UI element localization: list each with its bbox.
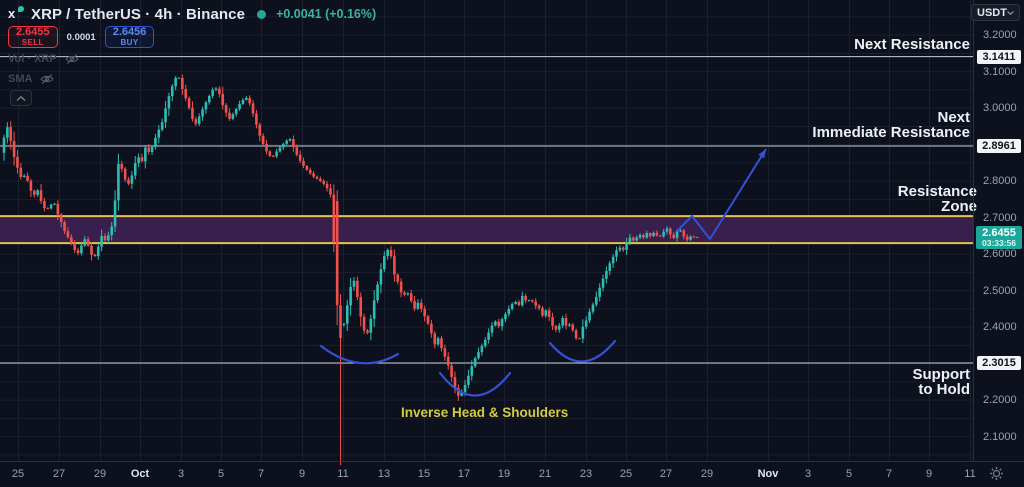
market-status-dot-icon bbox=[257, 9, 267, 19]
logo-dot-icon bbox=[18, 6, 24, 12]
time-tick-label: 11 bbox=[337, 468, 349, 480]
price-tick-label: 3.1000 bbox=[983, 65, 1017, 78]
annotation-support-to-hold: Support to Hold bbox=[912, 366, 971, 398]
price-tick-label: 2.7000 bbox=[983, 211, 1017, 224]
time-tick-label: Oct bbox=[130, 468, 150, 480]
time-tick-label: 13 bbox=[377, 468, 391, 480]
volume-study-label: Vol · XRP bbox=[8, 53, 57, 65]
currency-label: USDT bbox=[977, 6, 1007, 19]
study-row-sma: SMA bbox=[8, 73, 54, 85]
time-tick-label: 7 bbox=[257, 468, 265, 480]
annotation-next-resistance: Next Resistance bbox=[854, 36, 970, 53]
price-tick-label: 2.5000 bbox=[983, 284, 1017, 297]
buy-label: BUY bbox=[120, 38, 139, 47]
time-tick-label: 27 bbox=[52, 468, 66, 480]
time-tick-label: 29 bbox=[93, 468, 107, 480]
time-tick-label: 5 bbox=[217, 468, 225, 480]
sma-study-label: SMA bbox=[8, 73, 33, 85]
price-tick-label: 3.0000 bbox=[983, 102, 1017, 115]
time-tick-label: Nov bbox=[757, 468, 779, 480]
time-tick-label: 29 bbox=[700, 468, 714, 480]
spread-value: 0.0001 bbox=[66, 31, 96, 43]
time-tick-label: 11 bbox=[964, 468, 976, 480]
time-tick-label: 27 bbox=[659, 468, 673, 480]
time-tick-label: 21 bbox=[538, 468, 552, 480]
time-tick-label: 15 bbox=[417, 468, 431, 480]
sell-label: SELL bbox=[21, 38, 44, 47]
price-tick-label: 2.4000 bbox=[983, 321, 1017, 334]
eye-hidden-icon[interactable] bbox=[40, 73, 54, 85]
chevron-up-icon bbox=[16, 95, 26, 101]
time-tick-label: 7 bbox=[885, 468, 893, 480]
price-level-badge: 2.8961 bbox=[977, 139, 1021, 153]
price-tick-label: 2.8000 bbox=[983, 175, 1017, 188]
time-tick-label: 3 bbox=[804, 468, 812, 480]
time-tick-label: 17 bbox=[457, 468, 471, 480]
last-price-badge: 2.6455 03:33:56 bbox=[976, 226, 1022, 250]
symbol-header: x XRP / TetherUS · 4h · Binance +0.0041 … bbox=[8, 5, 376, 23]
last-price-value: 2.6455 bbox=[982, 227, 1016, 240]
time-tick-label: 3 bbox=[177, 468, 185, 480]
time-tick-label: 9 bbox=[925, 468, 933, 480]
eye-hidden-icon[interactable] bbox=[65, 53, 79, 65]
time-tick-label: 23 bbox=[579, 468, 593, 480]
trade-panel: 2.6455 SELL 0.0001 2.6456 BUY bbox=[8, 26, 155, 48]
time-tick-label: 25 bbox=[11, 468, 25, 480]
chevron-down-icon bbox=[1007, 10, 1014, 15]
price-tick-label: 2.2000 bbox=[983, 394, 1017, 407]
annotation-next-immediate-resistance: Next Immediate Resistance bbox=[812, 109, 970, 141]
time-axis[interactable]: 25 27 29 Oct 3 5 7 9 11 13 15 17 19 21 23 25 27 29 Nov 3 5 7 9… bbox=[0, 461, 1024, 487]
time-tick-label: 9 bbox=[298, 468, 306, 480]
study-row-volume: Vol · XRP bbox=[8, 53, 79, 65]
time-tick-label: 19 bbox=[497, 468, 511, 480]
symbol-logo-icon[interactable]: x bbox=[8, 5, 25, 23]
buy-price: 2.6456 bbox=[112, 26, 147, 38]
price-tick-label: 3.2000 bbox=[983, 29, 1017, 42]
bar-countdown: 03:33:56 bbox=[981, 238, 1017, 249]
time-tick-label: 5 bbox=[845, 468, 853, 480]
annotation-resistance-zone: Resistance Zone bbox=[897, 183, 977, 215]
price-level-badge: 2.3015 bbox=[977, 356, 1021, 371]
price-level-badge: 3.1411 bbox=[977, 49, 1021, 64]
price-axis[interactable]: 3.2000 3.1000 3.0000 2.8000 2.7000 2.6000 2.50… bbox=[973, 0, 1024, 461]
currency-selector-button[interactable]: USDT bbox=[971, 4, 1020, 21]
price-tick-label: 2.6000 bbox=[983, 248, 1017, 261]
sell-button[interactable]: 2.6455 SELL bbox=[8, 26, 58, 48]
buy-button[interactable]: 2.6456 BUY bbox=[104, 26, 155, 48]
symbol-title[interactable]: XRP / TetherUS · 4h · Binance bbox=[31, 5, 246, 23]
annotation-inverse-head-shoulders: Inverse Head & Shoulders bbox=[401, 405, 569, 420]
price-tick-label: 2.1000 bbox=[983, 430, 1017, 443]
sell-price: 2.6455 bbox=[16, 26, 50, 38]
price-change-text: +0.0041 (+0.16%) bbox=[276, 7, 377, 21]
settings-gear-icon[interactable] bbox=[989, 466, 1004, 486]
time-tick-label: 25 bbox=[619, 468, 633, 480]
collapse-panel-button[interactable] bbox=[10, 90, 32, 106]
